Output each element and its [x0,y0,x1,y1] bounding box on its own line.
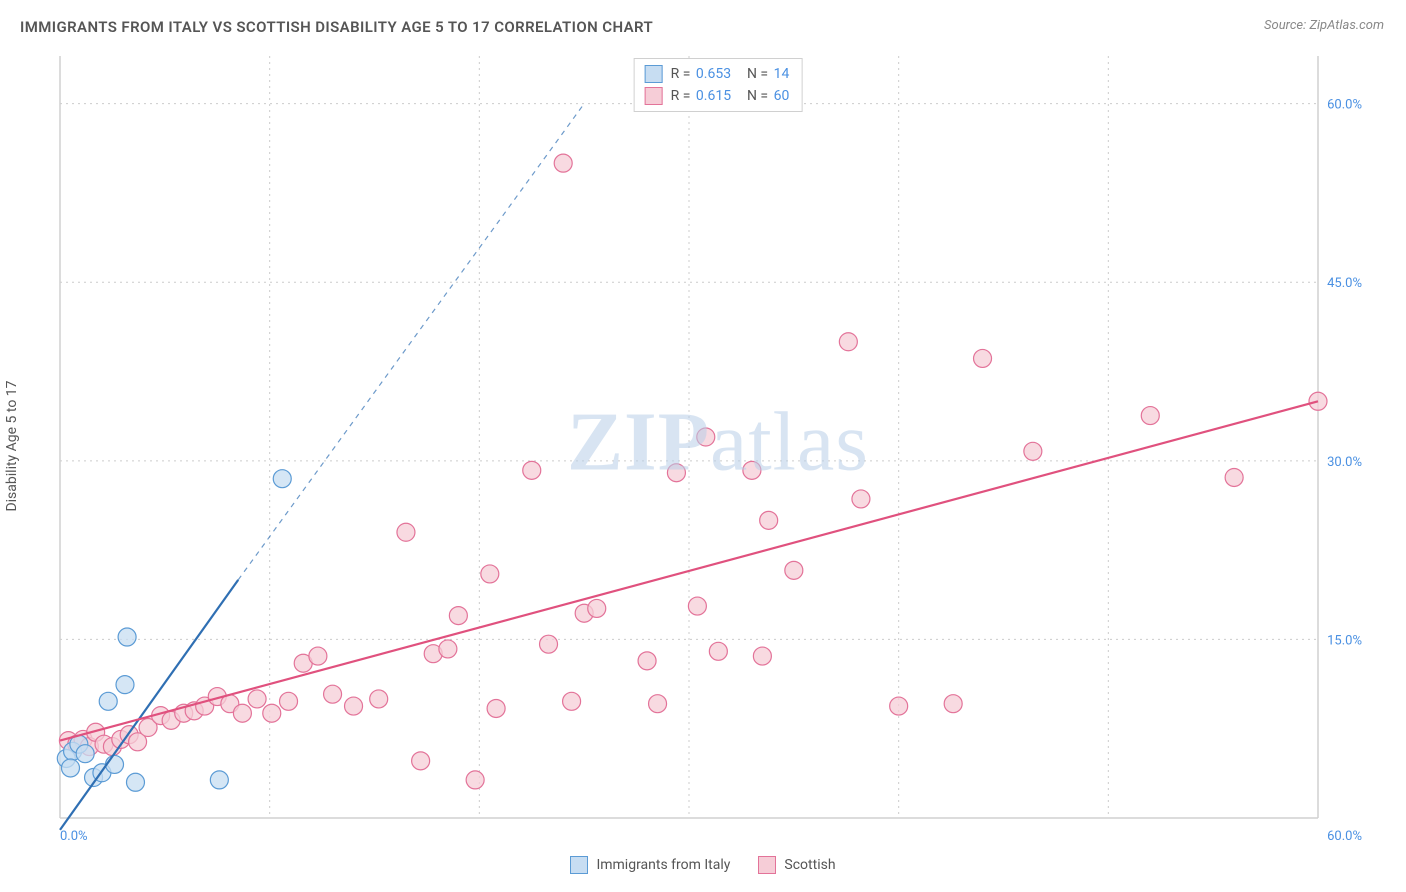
scatter-plot-svg: 15.0% 30.0% 45.0% 60.0% 0.0% 60.0% [48,50,1388,844]
bottom-legend-scottish: Scottish [758,856,835,874]
bottom-swatch-scottish [758,856,776,874]
bottom-legend: Immigrants from Italy Scottish [0,856,1406,874]
bottom-label-scottish: Scottish [784,857,835,873]
correlation-legend: R = 0.653 N = 14 R = 0.615 N = 60 [634,58,803,112]
bottom-legend-italy: Immigrants from Italy [570,856,730,874]
bottom-label-italy: Immigrants from Italy [596,857,730,873]
legend-row-italy: R = 0.653 N = 14 [645,63,792,85]
svg-text:30.0%: 30.0% [1327,455,1362,470]
legend-text-scottish: R = 0.615 N = 60 [671,88,792,104]
svg-text:15.0%: 15.0% [1327,633,1362,648]
legend-swatch-scottish [645,87,663,105]
svg-text:60.0%: 60.0% [1327,829,1362,844]
svg-text:60.0%: 60.0% [1327,98,1362,113]
source-value: ZipAtlas.com [1309,18,1384,33]
svg-text:45.0%: 45.0% [1327,276,1362,291]
source-attribution: Source: ZipAtlas.com [1264,18,1384,33]
legend-swatch-italy [645,65,663,83]
bottom-swatch-italy [570,856,588,874]
legend-row-scottish: R = 0.615 N = 60 [645,85,792,107]
legend-text-italy: R = 0.653 N = 14 [671,66,792,82]
chart-area: ZIPatlas 15.0%30.0%45.0%60.0%0.0%60.0% R… [48,50,1388,844]
y-axis-label: Disability Age 5 to 17 [4,380,20,511]
chart-title: IMMIGRANTS FROM ITALY VS SCOTTISH DISABI… [20,18,653,36]
source-label: Source: [1264,18,1306,33]
svg-text:0.0%: 0.0% [60,829,88,844]
